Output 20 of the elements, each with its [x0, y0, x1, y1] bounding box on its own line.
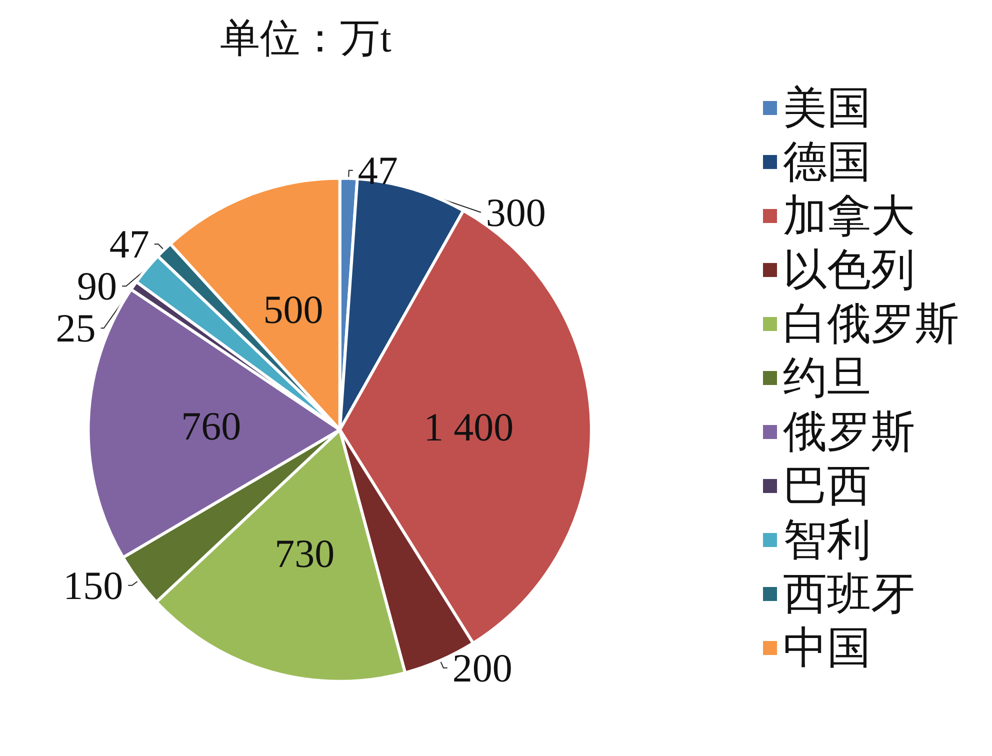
- legend-label: 巴西: [783, 462, 871, 510]
- legend-label: 约旦: [783, 354, 871, 402]
- legend-label: 以色列: [783, 246, 915, 294]
- legend-label: 德国: [783, 138, 871, 186]
- data-label: 200: [452, 645, 512, 690]
- legend-label: 俄罗斯: [783, 408, 915, 456]
- data-label: 730: [274, 531, 335, 576]
- data-label: 300: [486, 190, 546, 235]
- legend-label: 西班牙: [783, 570, 915, 618]
- chart-title: 单位：万t: [220, 16, 392, 60]
- legend-label: 智利: [783, 516, 871, 564]
- data-label: 1 400: [424, 404, 514, 450]
- data-label: 760: [181, 403, 242, 448]
- data-label: 47: [358, 148, 398, 193]
- legend-label: 中国: [783, 624, 871, 672]
- legend-label: 美国: [783, 84, 871, 132]
- legend-label: 加拿大: [783, 192, 915, 240]
- data-label: 150: [63, 562, 124, 608]
- legend-label: 白俄罗斯: [783, 300, 959, 348]
- data-label: 500: [263, 287, 324, 332]
